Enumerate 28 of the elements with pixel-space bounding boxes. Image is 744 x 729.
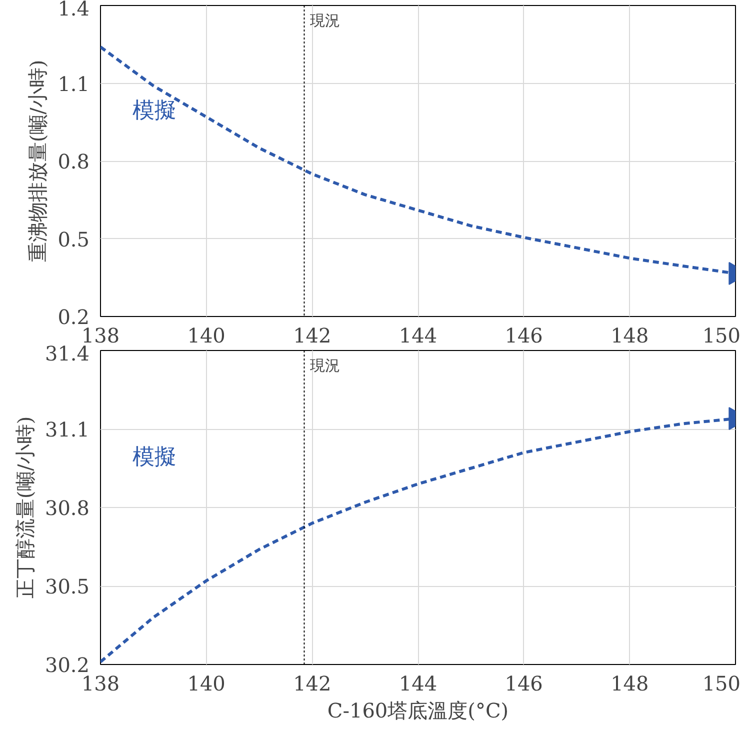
x-tick-label: 146 xyxy=(504,672,543,696)
x-tick-label: 142 xyxy=(293,672,332,696)
y-tick-label: 0.2 xyxy=(58,305,90,329)
text: 模擬 xyxy=(132,444,176,470)
y-tick-label: 1.4 xyxy=(58,0,90,20)
ref-line-label: 現況 xyxy=(310,356,340,374)
ref-line-label: 現況 xyxy=(310,12,340,30)
y-tick-label: 31.1 xyxy=(44,418,90,442)
x-tick-label: 142 xyxy=(293,324,332,348)
y-tick-label: 0.8 xyxy=(58,150,90,174)
y-tick-label: 30.8 xyxy=(44,496,90,520)
y-axis-title: 重沸物排放量(噸/小時) xyxy=(26,60,50,262)
x-tick-label: 148 xyxy=(610,672,649,696)
y-tick-label: 30.5 xyxy=(44,574,90,598)
x-tick-label: 140 xyxy=(187,324,226,348)
y-tick-label: 31.4 xyxy=(44,342,90,366)
y-tick-label: 1.1 xyxy=(58,72,90,96)
y-tick-label: 0.5 xyxy=(58,227,90,252)
x-tick-label: 150 xyxy=(702,672,741,696)
x-tick-label: 144 xyxy=(398,324,438,348)
x-tick-label: 148 xyxy=(610,324,649,348)
x-axis-title: C-160塔底溫度(°C) xyxy=(327,698,509,722)
series-label: 模擬 xyxy=(132,98,176,124)
x-tick-label: 140 xyxy=(187,672,226,696)
y-axis-title: 正丁醇流量(噸/小時) xyxy=(12,416,37,599)
x-tick-label: 144 xyxy=(398,672,438,696)
x-tick-label: 146 xyxy=(504,324,543,348)
x-tick-label: 150 xyxy=(702,324,741,348)
